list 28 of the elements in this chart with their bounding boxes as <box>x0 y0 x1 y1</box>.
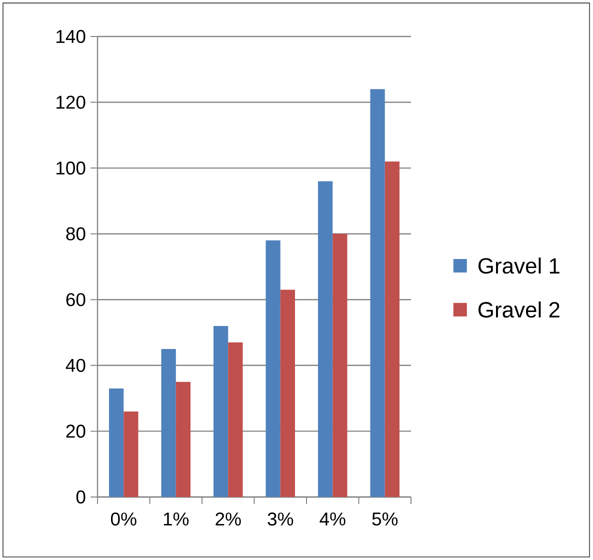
legend-label: Gravel 1 <box>478 258 560 274</box>
bar <box>109 388 124 497</box>
bar <box>228 342 243 497</box>
x-tick-label: 5% <box>372 512 398 526</box>
bar <box>161 348 176 497</box>
y-tick-label: 0 <box>76 490 86 504</box>
bar <box>370 89 385 497</box>
bar <box>280 290 296 497</box>
y-tick-label: 20 <box>66 424 86 438</box>
bar <box>124 411 138 497</box>
x-tick-label: 4% <box>320 512 346 526</box>
y-tick-label: 100 <box>56 162 86 175</box>
y-tick-label: 40 <box>66 358 86 372</box>
legend-label: Gravel 2 <box>478 301 560 318</box>
bar <box>318 181 333 497</box>
bar <box>214 326 228 497</box>
bar <box>176 382 191 497</box>
x-tick-label: 2% <box>216 512 241 526</box>
bar <box>332 234 348 497</box>
y-tick-label: 140 <box>56 30 86 44</box>
x-tick-label: 0% <box>110 512 136 526</box>
y-tick-label: 80 <box>66 227 86 240</box>
x-tick-label: 1% <box>164 512 189 526</box>
bar <box>266 240 280 497</box>
y-tick-label: 120 <box>56 96 86 109</box>
y-tick-label: 60 <box>66 293 86 306</box>
bar <box>384 161 400 497</box>
x-tick-label: 3% <box>268 512 294 526</box>
